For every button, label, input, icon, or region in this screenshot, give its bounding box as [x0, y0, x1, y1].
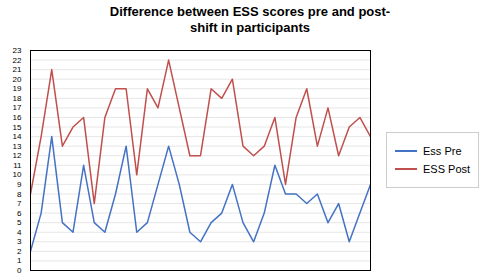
- html-text:Difference between ESS scores: Difference between ESS scores pre and po…: [109, 4, 391, 35]
- svg-text:14: 14: [13, 132, 22, 141]
- svg-text:19: 19: [13, 84, 22, 93]
- svg-text:20: 20: [13, 75, 22, 84]
- html-text:ESS Post: ESS Post: [423, 163, 471, 175]
- svg-text:21: 21: [13, 65, 22, 74]
- svg-text:9: 9: [17, 180, 22, 189]
- svg-text:23: 23: [13, 46, 22, 55]
- svg-text:15: 15: [13, 123, 22, 132]
- svg-text:8: 8: [17, 190, 22, 199]
- svg-text:22: 22: [13, 56, 22, 65]
- svg-text:6: 6: [17, 209, 22, 218]
- svg-text:5: 5: [17, 218, 22, 227]
- svg-text:16: 16: [13, 113, 22, 122]
- svg-text:12: 12: [13, 151, 22, 160]
- svg-text:1: 1: [17, 256, 22, 265]
- svg-text:3: 3: [17, 237, 22, 246]
- svg-text:10: 10: [13, 170, 22, 179]
- svg-text:11: 11: [13, 161, 22, 170]
- svg-text:17: 17: [13, 103, 22, 112]
- svg-text:4: 4: [17, 228, 22, 237]
- svg-text:18: 18: [13, 94, 22, 103]
- svg-text:0: 0: [17, 266, 22, 275]
- html-text:Ess Pre: Ess Pre: [423, 145, 462, 157]
- svg-text:2: 2: [17, 247, 22, 256]
- svg-text:13: 13: [13, 142, 22, 151]
- svg-text:7: 7: [17, 199, 22, 208]
